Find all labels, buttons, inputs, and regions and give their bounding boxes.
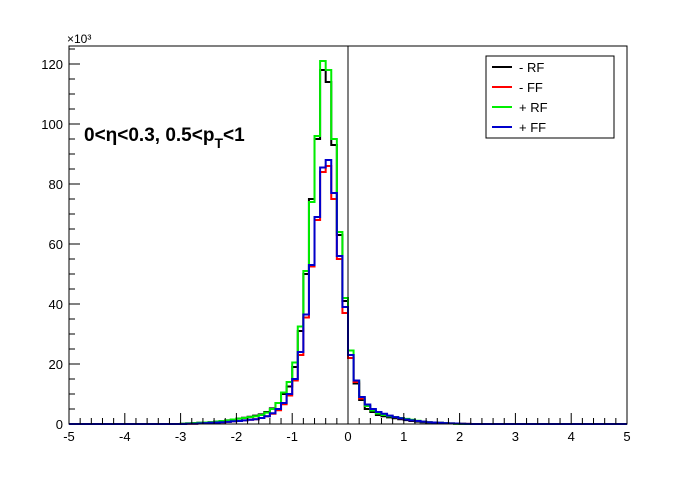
x-tick-label: 5: [623, 429, 630, 444]
annotation-subscript: T: [214, 135, 223, 151]
x-tick-label: -3: [175, 429, 187, 444]
x-tick-label: 3: [512, 429, 519, 444]
axes-layer: -5 -4 -3 -2 -1 0 1 2 3 4 5 0 20 40 60 80 100 120 ×10³: [41, 32, 630, 444]
x-tick-label: 0: [344, 429, 351, 444]
legend-label: + FF: [519, 120, 546, 135]
x-tick-label: -1: [286, 429, 298, 444]
y-tick-label: 120: [41, 57, 63, 72]
annotation-text: 0<η<0.3, 0.5<pT<1: [84, 125, 245, 151]
x-tick-label: -4: [119, 429, 131, 444]
y-multiplier-label: ×10³: [67, 32, 91, 46]
legend-label: - FF: [519, 80, 543, 95]
legend-label: - RF: [519, 60, 544, 75]
x-tick-label: 4: [568, 429, 575, 444]
y-tick-label: 40: [49, 297, 63, 312]
legend-label: + RF: [519, 100, 548, 115]
y-tick-label: 0: [56, 417, 63, 432]
y-tick-label: 60: [49, 237, 63, 252]
x-tick-label: 2: [456, 429, 463, 444]
annotation-layer: 0<η<0.3, 0.5<pT<1: [84, 125, 245, 151]
legend: - RF - FF + RF + FF: [485, 55, 615, 139]
x-tick-label: -5: [63, 429, 75, 444]
y-tick-label: 100: [41, 117, 63, 132]
annotation-prefix: 0<η<0.3, 0.5<p: [84, 125, 214, 146]
x-tick-label: -2: [231, 429, 243, 444]
legend-box: [485, 55, 615, 139]
x-tick-label: 1: [400, 429, 407, 444]
y-tick-label: 20: [49, 357, 63, 372]
annotation-suffix: <1: [223, 125, 245, 146]
y-tick-label: 80: [49, 177, 63, 192]
